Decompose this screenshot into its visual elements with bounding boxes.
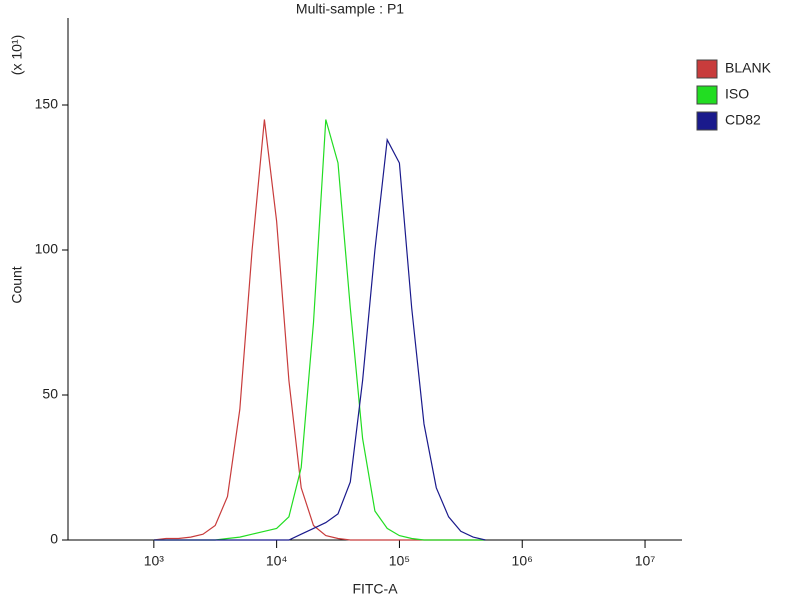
histogram-line	[153, 137, 486, 541]
histogram-line	[153, 119, 486, 541]
x-tick-label: 10⁷	[635, 553, 656, 569]
x-tick-label: 10³	[144, 553, 165, 569]
x-tick-label: 10⁵	[389, 553, 410, 569]
legend-swatch	[696, 111, 718, 131]
x-tick-label: 10⁶	[512, 553, 533, 569]
x-axis-label: FITC-A	[352, 581, 398, 597]
chart-title: Multi-sample : P1	[296, 1, 404, 17]
legend-label: ISO	[725, 86, 749, 102]
legend-label: CD82	[725, 112, 761, 128]
y-tick-label: 0	[50, 531, 58, 547]
x-tick-label: 10⁴	[266, 553, 288, 569]
legend-swatch	[696, 59, 718, 79]
y-tick-label: 150	[35, 96, 59, 112]
y-tick-label: 50	[42, 386, 58, 402]
legend-label: BLANK	[725, 60, 772, 76]
y-axis-label: Count	[9, 266, 25, 303]
legend-swatch	[696, 85, 718, 105]
y-multiplier: (x 10¹)	[9, 35, 25, 75]
y-tick-label: 100	[35, 241, 59, 257]
histogram-line	[153, 119, 486, 541]
